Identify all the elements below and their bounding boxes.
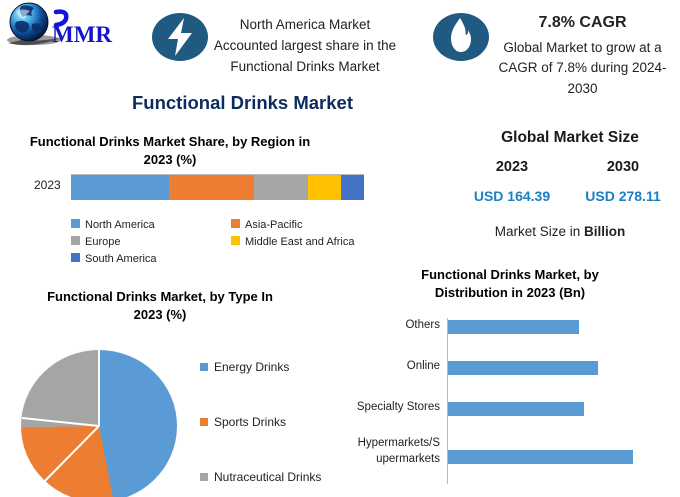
svg-text:MMR: MMR: [52, 22, 112, 47]
